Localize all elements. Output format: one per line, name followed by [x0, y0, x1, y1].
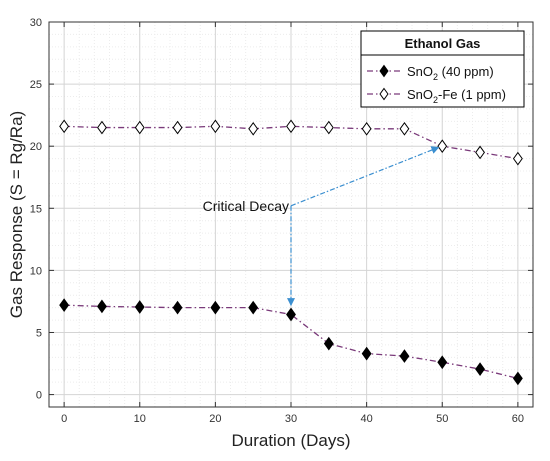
legend-title: Ethanol Gas [405, 36, 481, 51]
legend-marker-0 [379, 64, 389, 78]
data-point-1 [248, 121, 259, 136]
data-point-1 [399, 121, 410, 136]
y-tick-label: 25 [30, 79, 42, 91]
data-point-1 [97, 120, 107, 135]
data-point-0 [323, 336, 334, 351]
x-tick-label: 50 [436, 413, 448, 425]
data-point-1 [475, 145, 485, 160]
y-tick-label: 10 [30, 265, 42, 277]
legend-marker-1 [379, 87, 389, 101]
y-tick-label: 30 [30, 17, 42, 29]
data-point-1 [323, 120, 334, 135]
data-point-1 [286, 119, 296, 134]
data-point-0 [437, 355, 448, 370]
data-point-1 [361, 121, 372, 136]
data-point-0 [286, 307, 296, 322]
y-tick-label: 15 [30, 203, 42, 215]
annotation-text: Critical Decay [203, 198, 289, 214]
legend-label-1: SnO2-Fe (1 ppm) [407, 87, 506, 105]
y-tick-label: 0 [36, 390, 42, 402]
data-point-1 [210, 119, 221, 134]
y-tick-label: 20 [30, 141, 42, 153]
x-tick-label: 0 [61, 413, 67, 425]
data-point-1 [134, 120, 145, 135]
data-point-0 [134, 300, 145, 314]
data-point-0 [210, 300, 221, 315]
x-tick-label: 40 [361, 413, 373, 425]
data-point-1 [512, 151, 523, 166]
x-tick-label: 20 [209, 413, 221, 425]
data-point-0 [512, 371, 523, 386]
x-tick-label: 10 [134, 413, 146, 425]
data-point-0 [172, 300, 183, 315]
x-tick-label: 30 [285, 413, 297, 425]
y-tick-label: 5 [36, 327, 42, 339]
data-point-0 [59, 298, 70, 313]
data-point-0 [399, 349, 410, 363]
x-axis-title: Duration (Days) [231, 431, 350, 450]
data-point-0 [475, 362, 485, 376]
x-tick-label: 60 [512, 413, 524, 425]
data-point-0 [97, 299, 107, 314]
data-point-0 [248, 300, 259, 315]
legend: Ethanol Gas SnO2 (40 ppm) SnO2-Fe (1 ppm) [360, 30, 525, 108]
y-axis-title: Gas Response (S = Rg/Ra) [7, 111, 26, 318]
data-point-1 [59, 119, 70, 134]
data-point-0 [361, 346, 372, 361]
data-point-1 [437, 139, 448, 154]
data-point-1 [172, 120, 183, 135]
legend-label-0: SnO2 (40 ppm) [407, 64, 494, 82]
